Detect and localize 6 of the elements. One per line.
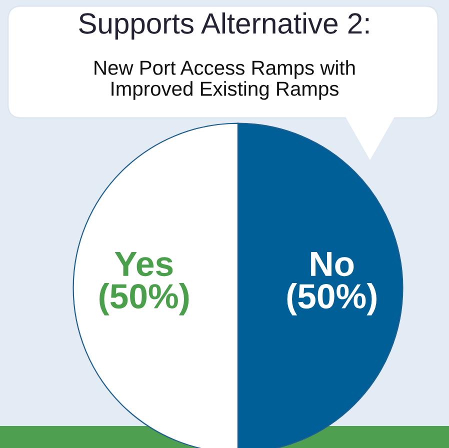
chart-subtitle: New Port Access Ramps with Improved Existing Ramps [94,60,355,100]
slice-label: Yes [114,252,173,276]
slice-label: No [311,252,354,276]
data-label: (50%) [100,283,189,316]
chart-title: Supports Alternative 2: [79,12,369,40]
data-label: (50%) [287,283,376,316]
